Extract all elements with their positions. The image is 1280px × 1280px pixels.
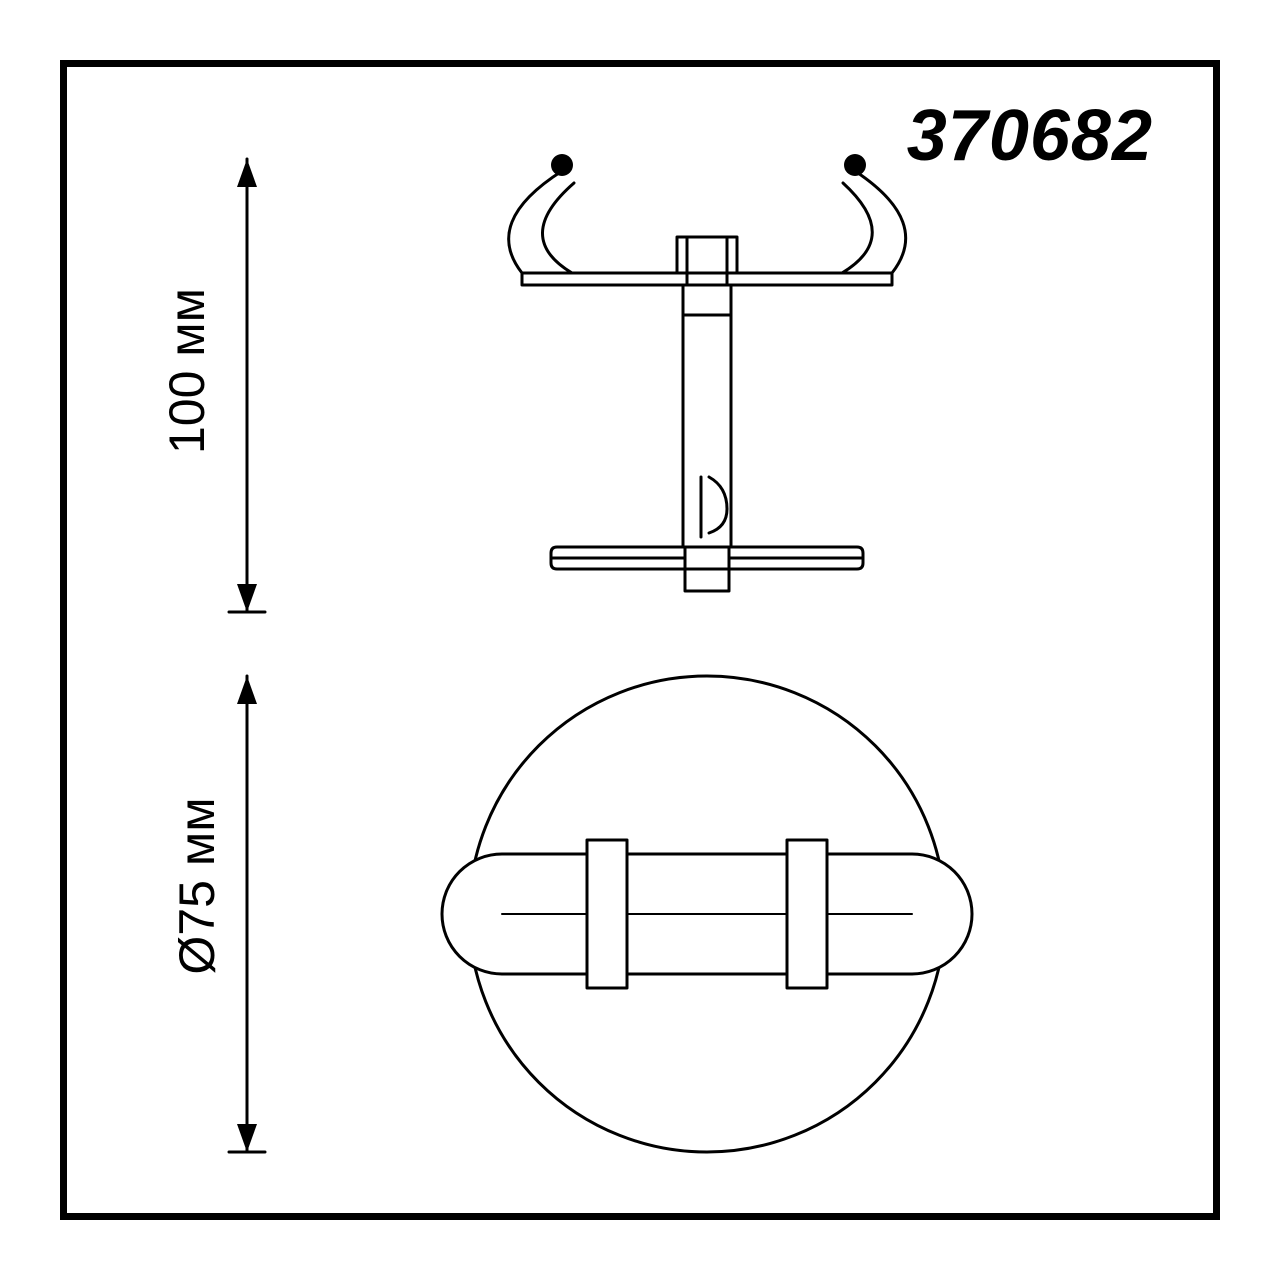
drawing-frame: 370682 100 мм Ø75 мм bbox=[60, 60, 1220, 1220]
page: 370682 100 мм Ø75 мм bbox=[0, 0, 1280, 1280]
technical-drawing bbox=[67, 67, 1213, 1213]
